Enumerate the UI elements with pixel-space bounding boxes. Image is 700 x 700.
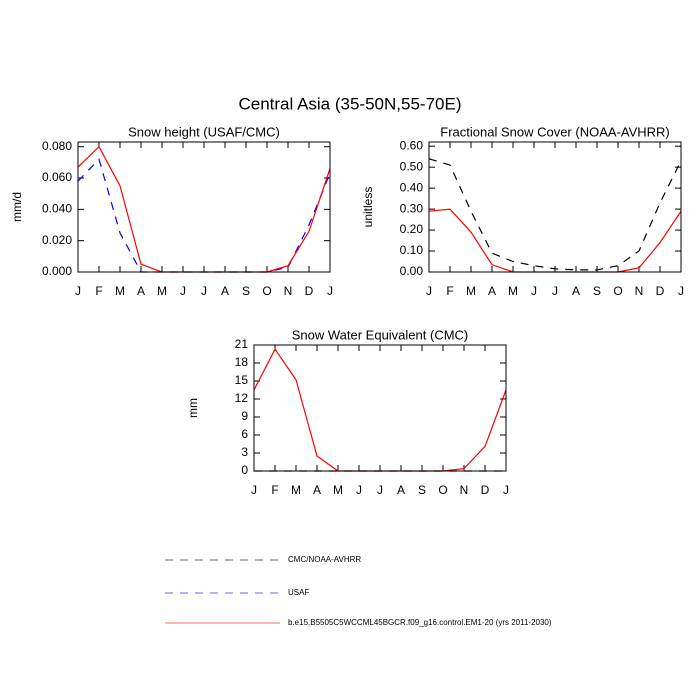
plot-frame	[428, 141, 682, 273]
legend-label: CMC/NOAA-AVHRR	[288, 555, 361, 564]
y-tick-label: 0.080	[42, 139, 72, 153]
series-line	[77, 145, 331, 273]
x-tick-label: J	[426, 284, 432, 298]
x-tick-label: J	[75, 284, 81, 298]
x-tick-label: S	[418, 483, 426, 497]
x-tick-label: M	[291, 483, 301, 497]
x-tick-label: N	[460, 483, 469, 497]
y-tick-label: 0.10	[400, 243, 424, 257]
x-tick-label: A	[221, 284, 229, 298]
y-axis-label: mm/d	[10, 192, 24, 222]
x-tick-label: J	[678, 284, 684, 298]
x-tick-label: F	[271, 483, 278, 497]
x-tick-label: D	[656, 284, 665, 298]
x-tick-label: J	[503, 483, 509, 497]
x-tick-label: N	[635, 284, 644, 298]
series-line	[77, 158, 331, 273]
y-tick-label: 0.20	[400, 222, 424, 236]
panel-title: Fractional Snow Cover (NOAA-AVHRR)	[440, 124, 669, 139]
x-tick-label: A	[397, 483, 405, 497]
y-axis-label: mm	[186, 398, 200, 418]
x-tick-label: S	[242, 284, 250, 298]
y-tick-label: 12	[235, 391, 249, 405]
y-tick-label: 0.020	[42, 233, 72, 247]
x-tick-label: O	[438, 483, 447, 497]
x-tick-label: M	[333, 483, 343, 497]
legend-label: USAF	[288, 588, 309, 597]
x-tick-label: J	[552, 284, 558, 298]
x-tick-label: N	[284, 284, 293, 298]
y-tick-label: 21	[235, 337, 249, 351]
plot-frame	[77, 141, 331, 273]
panel-title: Snow Water Equivalent (CMC)	[292, 327, 469, 342]
x-tick-label: J	[251, 483, 257, 497]
y-tick-label: 0.060	[42, 170, 72, 184]
y-tick-label: 18	[235, 355, 249, 369]
x-tick-label: J	[201, 284, 207, 298]
x-tick-label: F	[95, 284, 102, 298]
x-tick-label: A	[137, 284, 145, 298]
x-tick-label: D	[481, 483, 490, 497]
x-tick-label: F	[446, 284, 453, 298]
x-tick-label: J	[180, 284, 186, 298]
x-tick-label: O	[613, 284, 622, 298]
y-tick-label: 9	[241, 409, 248, 423]
y-tick-label: 6	[241, 427, 248, 441]
y-tick-label: 15	[235, 373, 249, 387]
x-tick-label: J	[356, 483, 362, 497]
figure-title: Central Asia (35-50N,55-70E)	[238, 94, 461, 113]
x-tick-label: J	[531, 284, 537, 298]
y-tick-label: 0.60	[400, 138, 424, 152]
series-line	[428, 158, 682, 271]
legend-label: b.e15.B5505C5WCCML45BGCR.f09_g16.control…	[288, 618, 552, 627]
x-tick-label: D	[305, 284, 314, 298]
x-tick-label: A	[572, 284, 580, 298]
x-tick-label: J	[327, 284, 333, 298]
y-tick-label: 0.50	[400, 159, 424, 173]
x-tick-label: M	[115, 284, 125, 298]
y-tick-label: 0.30	[400, 201, 424, 215]
panel-title: Snow height (USAF/CMC)	[128, 124, 280, 139]
x-tick-label: M	[466, 284, 476, 298]
y-tick-label: 0.040	[42, 202, 72, 216]
y-axis-label: unitless	[361, 187, 375, 228]
y-tick-label: 3	[241, 445, 248, 459]
x-tick-label: A	[488, 284, 496, 298]
x-tick-label: M	[508, 284, 518, 298]
y-tick-label: 0.40	[400, 180, 424, 194]
x-tick-label: A	[313, 483, 321, 497]
x-tick-label: J	[377, 483, 383, 497]
series-line	[253, 348, 507, 472]
x-tick-label: S	[593, 284, 601, 298]
y-tick-label: 0.000	[42, 264, 72, 278]
y-tick-label: 0	[241, 463, 248, 477]
y-tick-label: 0.00	[400, 264, 424, 278]
x-tick-label: O	[262, 284, 271, 298]
plot-frame	[253, 344, 507, 472]
x-tick-label: M	[157, 284, 167, 298]
